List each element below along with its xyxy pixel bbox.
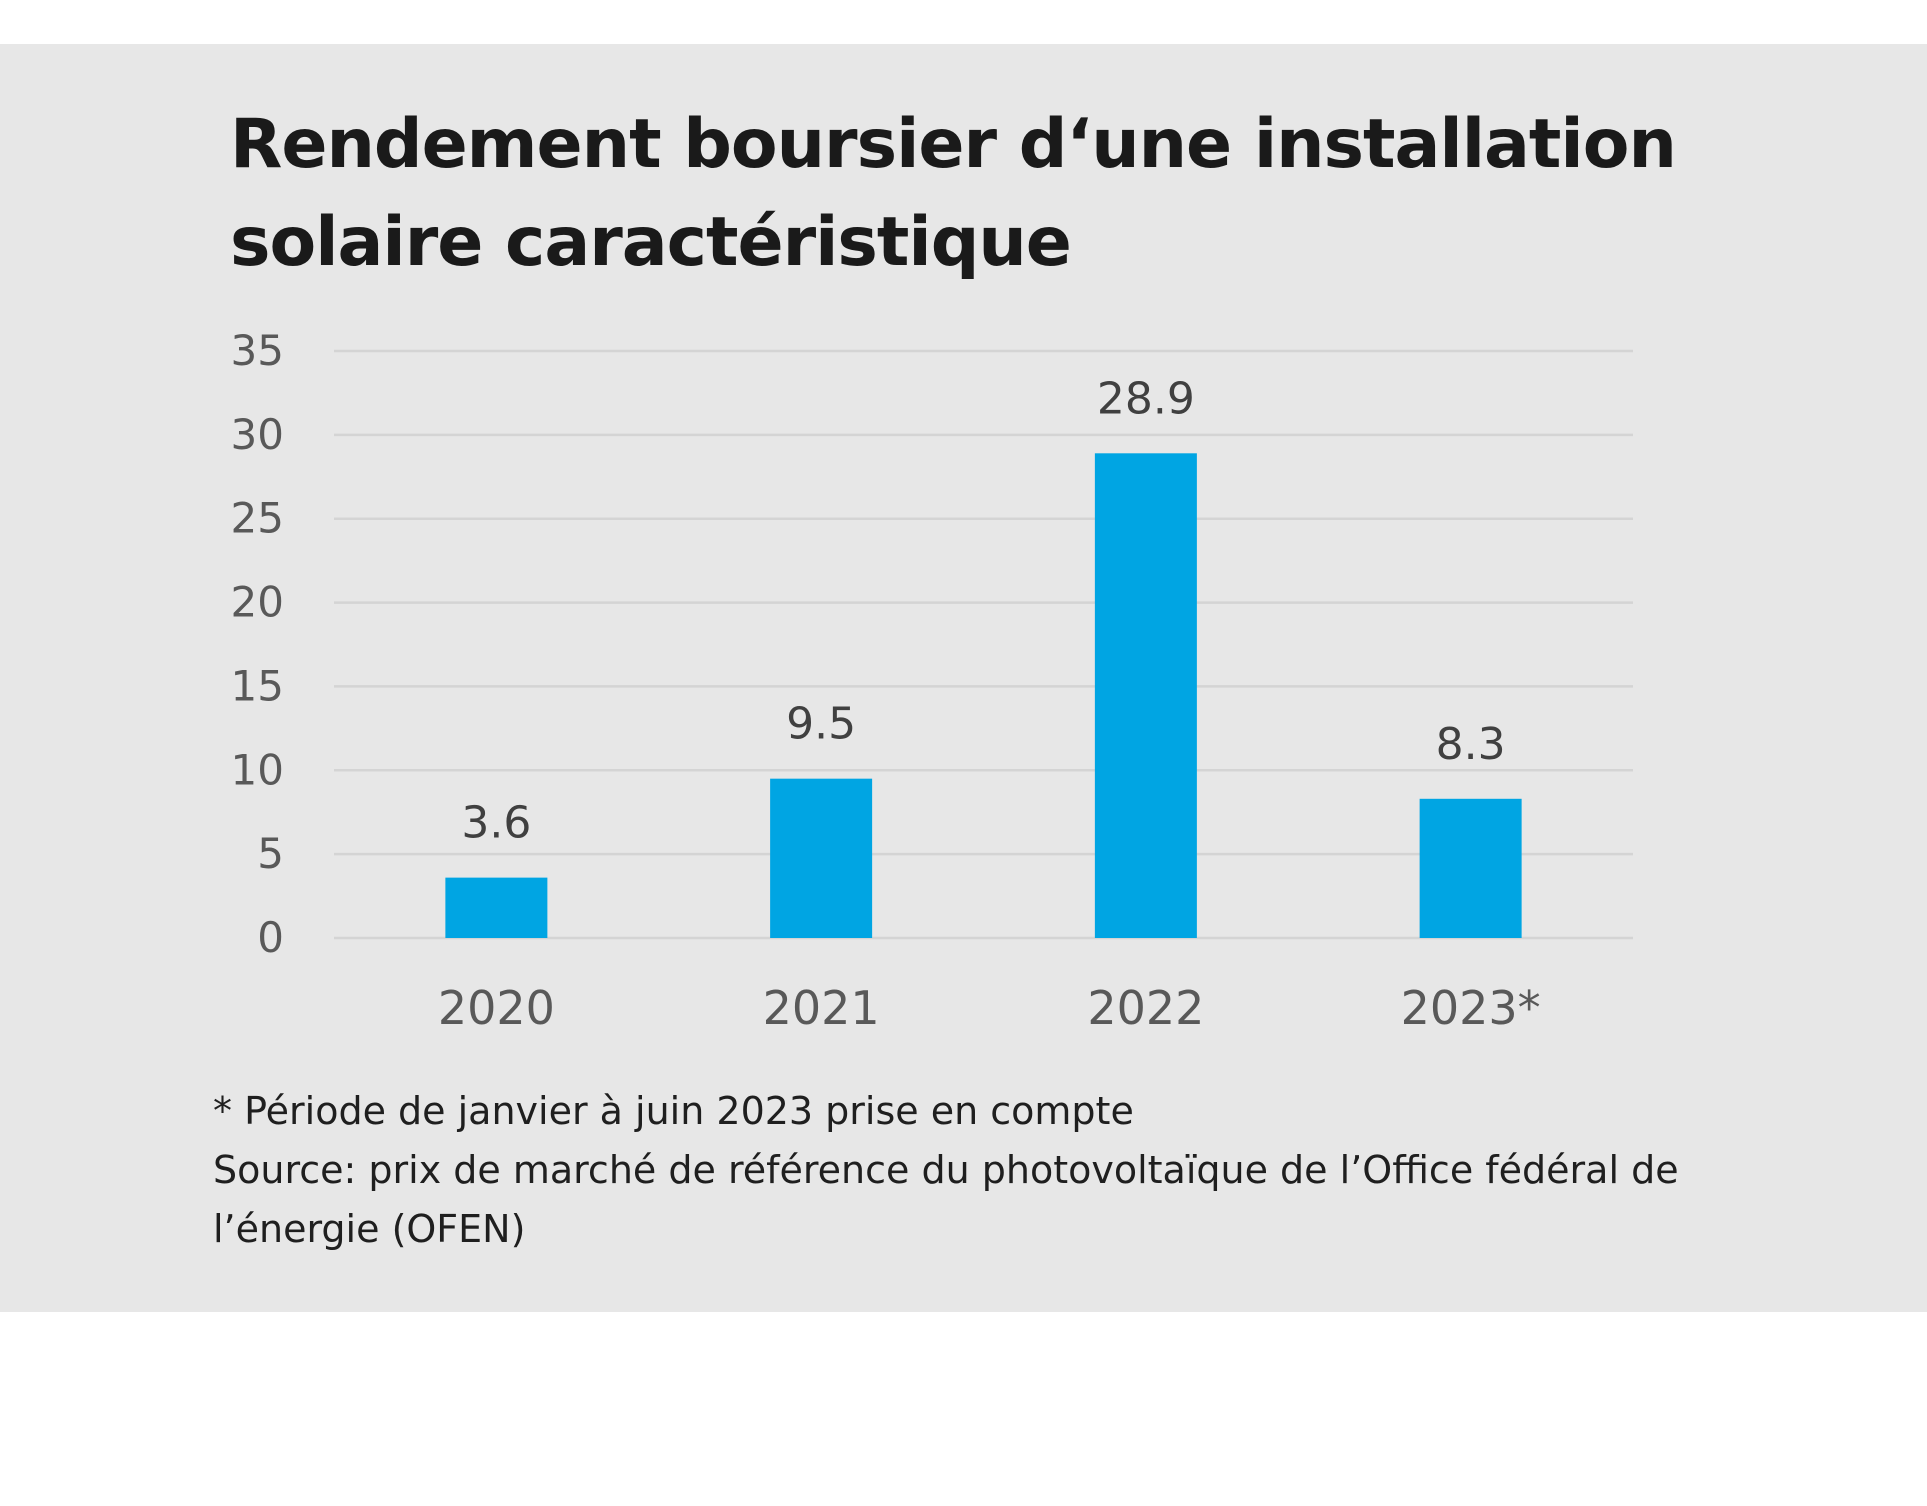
y-tick-label-0: 0 bbox=[257, 913, 284, 962]
gridlines bbox=[334, 349, 1633, 940]
y-tick-label-35: 35 bbox=[231, 326, 284, 375]
y-tick-label-10: 10 bbox=[231, 745, 284, 794]
y-tick-label-5: 5 bbox=[257, 829, 284, 878]
x-tick-label-2023*: 2023* bbox=[1401, 981, 1541, 1035]
y-tick-label-20: 20 bbox=[231, 578, 284, 627]
chart-title: Rendement boursier d‘une installation so… bbox=[230, 96, 1730, 292]
y-axis-tick-labels: 0 5 10 15 20 25 30 35 bbox=[231, 326, 284, 962]
bar-2020 bbox=[445, 877, 548, 938]
footnote-period: * Période de janvier à juin 2023 prise e… bbox=[213, 1089, 1134, 1133]
data-label-2020: 3.6 bbox=[461, 798, 531, 849]
y-tick-label-30: 30 bbox=[231, 410, 284, 459]
chart-panel bbox=[0, 44, 1927, 1312]
y-tick-label-25: 25 bbox=[231, 494, 284, 543]
bars bbox=[445, 453, 1522, 938]
bar-2023* bbox=[1419, 798, 1522, 938]
chart-title-line-1: Rendement boursier d‘une installation bbox=[230, 105, 1677, 184]
bar-2022 bbox=[1094, 453, 1197, 938]
footnote-source-line-1: Source: prix de marché de référence du p… bbox=[213, 1148, 1679, 1192]
bar-2021 bbox=[770, 778, 873, 938]
data-labels: 3.6 9.5 28.9 8.3 bbox=[461, 373, 1505, 848]
data-label-2021: 9.5 bbox=[786, 699, 856, 750]
x-tick-label-2020: 2020 bbox=[438, 981, 555, 1035]
x-tick-label-2021: 2021 bbox=[763, 981, 880, 1035]
data-label-2022: 28.9 bbox=[1097, 373, 1195, 424]
data-label-2023*: 8.3 bbox=[1436, 719, 1506, 770]
chart-title-line-2: solaire caractéristique bbox=[230, 203, 1072, 282]
chart-footnotes: * Période de janvier à juin 2023 prise e… bbox=[213, 1082, 1773, 1259]
x-tick-label-2022: 2022 bbox=[1087, 981, 1204, 1035]
y-tick-label-15: 15 bbox=[231, 661, 284, 710]
footnote-source-line-2: l’énergie (OFEN) bbox=[213, 1207, 526, 1251]
x-axis-tick-labels: 2020 2021 2022 2023* bbox=[438, 981, 1541, 1035]
